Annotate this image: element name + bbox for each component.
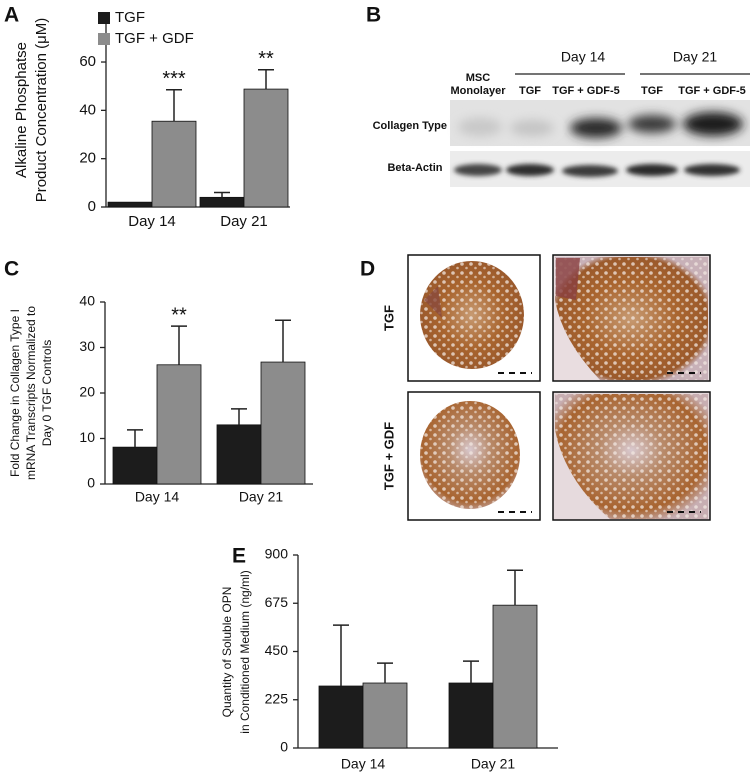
panel-letter: E bbox=[232, 545, 246, 568]
y-tick-label: 0 bbox=[280, 739, 288, 755]
bar bbox=[318, 685, 364, 749]
y-tick-label: 450 bbox=[265, 642, 289, 658]
error-bar bbox=[231, 408, 247, 425]
bands bbox=[458, 112, 743, 138]
error-bar bbox=[275, 319, 291, 363]
legend-label: TGF + GDF bbox=[115, 30, 194, 47]
y-tick-label: 0 bbox=[87, 475, 95, 491]
x-tick-label: Day 14 bbox=[128, 213, 176, 230]
y-axis-label: Quantity of Soluble OPN bbox=[220, 587, 234, 718]
bar bbox=[243, 88, 289, 208]
error-bar bbox=[333, 624, 349, 687]
error-bar bbox=[166, 89, 182, 122]
y-tick-label: 20 bbox=[79, 150, 96, 167]
panel-letter: D bbox=[360, 258, 375, 281]
panel-letter: C bbox=[4, 258, 19, 281]
legend-swatch bbox=[98, 33, 110, 45]
y-tick-label: 675 bbox=[265, 594, 289, 610]
scale-bar bbox=[498, 372, 701, 513]
panel-letter: B bbox=[366, 4, 381, 27]
error-bar bbox=[377, 662, 393, 684]
legend-swatch bbox=[98, 12, 110, 24]
bar bbox=[199, 196, 245, 208]
bands bbox=[454, 164, 740, 177]
row-label: Collagen Type X bbox=[373, 120, 458, 132]
bar bbox=[448, 682, 494, 749]
y-tick-label: 40 bbox=[79, 101, 96, 118]
annotation: ** bbox=[258, 48, 274, 70]
bar bbox=[107, 201, 153, 208]
y-tick-label: 40 bbox=[79, 293, 95, 309]
blot-group: Day 14 bbox=[561, 49, 606, 65]
error-bar bbox=[127, 429, 143, 448]
error-bar bbox=[507, 569, 523, 606]
western-blot: Day 14 Day 21 MSC Monolayer TGF TGF + GD… bbox=[373, 49, 750, 187]
blot-group: Day 21 bbox=[673, 49, 718, 65]
y-tick-label: 900 bbox=[265, 546, 289, 562]
row-label: TGF + GDF bbox=[381, 422, 396, 490]
lane-label: Monolayer bbox=[450, 85, 506, 97]
legend-label: TGF bbox=[115, 9, 145, 26]
y-tick-label: 0 bbox=[88, 198, 96, 215]
panel-letter: A bbox=[4, 4, 19, 27]
histology: TGF TGF + GDF bbox=[381, 254, 711, 521]
lane-label: TGF bbox=[641, 85, 663, 97]
lane-label: TGF + GDF-5 bbox=[552, 85, 620, 97]
error-bar bbox=[214, 191, 230, 198]
y-axis-label: Alkaline Phosphatse bbox=[13, 42, 30, 178]
lane-label: TGF + GDF-5 bbox=[678, 85, 746, 97]
y-axis-label: Day 0 TGF Controls bbox=[40, 340, 54, 446]
y-axis-label: Product Concentration (μM) bbox=[33, 18, 50, 203]
bar bbox=[362, 682, 408, 749]
annotation: ** bbox=[171, 304, 187, 326]
x-tick-label: Day 21 bbox=[220, 213, 268, 230]
x-tick-label: Day 14 bbox=[341, 756, 386, 772]
bar bbox=[112, 446, 158, 485]
bar bbox=[156, 364, 202, 485]
lane-label: MSC bbox=[466, 72, 491, 84]
y-axis-label: Fold Change in Collagen Type I bbox=[8, 309, 22, 477]
y-tick-label: 225 bbox=[265, 690, 289, 706]
y-tick-label: 10 bbox=[79, 429, 95, 445]
x-tick-label: Day 21 bbox=[239, 489, 284, 505]
bar bbox=[492, 604, 538, 749]
error-bar bbox=[463, 660, 479, 684]
bar bbox=[216, 424, 262, 485]
y-tick-label: 20 bbox=[79, 384, 95, 400]
y-tick-label: 30 bbox=[79, 338, 95, 354]
error-bar bbox=[258, 69, 274, 90]
y-tick-label: 60 bbox=[79, 53, 96, 70]
y-axis-label: mRNA Transcripts Normalized to bbox=[24, 306, 38, 480]
x-tick-label: Day 14 bbox=[135, 489, 180, 505]
bar bbox=[151, 120, 197, 208]
bar bbox=[260, 361, 306, 485]
row-label: Beta-Actin bbox=[387, 162, 442, 174]
annotation: *** bbox=[162, 68, 186, 90]
row-label: TGF bbox=[381, 305, 396, 331]
lane-label: TGF bbox=[519, 85, 541, 97]
error-bar bbox=[171, 325, 187, 365]
y-axis-label: in Conditioned Medium (ng/ml) bbox=[238, 570, 252, 733]
x-tick-label: Day 21 bbox=[471, 756, 516, 772]
